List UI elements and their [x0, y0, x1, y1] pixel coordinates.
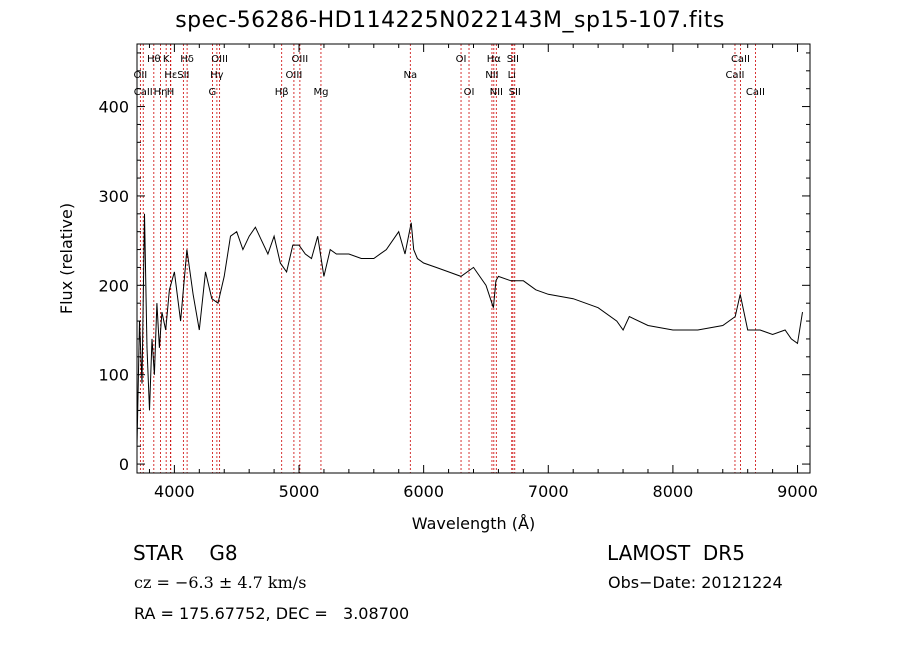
- x-tick-label: 6000: [403, 482, 444, 501]
- spectral-line-label: OIII: [292, 54, 309, 65]
- spectral-line-label: SII: [509, 87, 521, 98]
- star-classification: STAR G8: [133, 541, 238, 565]
- spectral-line-label: SII: [507, 54, 519, 65]
- spectral-line-label: Hα: [487, 54, 502, 65]
- chart-title: spec-56286-HD114225N022143M_sp15-107.fit…: [175, 8, 725, 33]
- spectral-line-label: CaII: [725, 70, 744, 81]
- spectral-line-label: CaII: [731, 54, 750, 65]
- spectral-line-label: Hθ: [147, 54, 161, 65]
- x-axis-label: Wavelength (Å): [412, 514, 535, 533]
- spectral-line-label: OIII: [286, 70, 303, 81]
- observation-date: Obs−Date: 20121224: [608, 573, 783, 592]
- spectral-line-label: H: [167, 87, 175, 98]
- y-axis-label: Flux (relative): [57, 203, 76, 314]
- spectral-line-label: Li: [508, 70, 516, 81]
- spectral-line-label: G: [209, 87, 217, 98]
- y-tick-label: 400: [98, 98, 129, 117]
- spectral-line-label: SII: [177, 70, 189, 81]
- x-tick-label: 8000: [653, 482, 694, 501]
- spectrum-series-line: [136, 213, 803, 447]
- spectral-line-label: CaII: [134, 87, 153, 98]
- x-tick-label: 5000: [279, 482, 320, 501]
- y-tick-label: 100: [98, 366, 129, 385]
- spectral-line-label: NII: [485, 70, 498, 81]
- x-tick-label: 4000: [154, 482, 195, 501]
- spectral-line-label: Mg: [313, 87, 328, 98]
- spectral-line-label: CaII: [746, 87, 765, 98]
- y-tick-label: 200: [98, 276, 129, 295]
- spectral-line-label: OII: [133, 70, 147, 81]
- survey-name: LAMOST DR5: [607, 541, 745, 565]
- spectral-line-markers: [139, 44, 756, 473]
- spectral-line-label: K: [163, 54, 170, 65]
- plot-frame: [136, 43, 811, 474]
- spectral-line-label: Hδ: [180, 54, 194, 65]
- spectral-line-label: Hε: [164, 70, 177, 81]
- redshift-velocity: cz = −6.3 ± 4.7 km/s: [134, 573, 307, 592]
- y-tick-label: 0: [119, 455, 129, 474]
- x-axis: 4000 5000 6000 7000 8000 9000: [148, 44, 818, 501]
- x-tick-label: 7000: [528, 482, 569, 501]
- spectral-line-label: Hη: [154, 87, 168, 98]
- coordinates: RA = 175.67752, DEC = 3.08700: [134, 604, 410, 623]
- spectral-line-label: Na: [404, 70, 418, 81]
- spectral-line-label: Hγ: [210, 70, 224, 81]
- y-tick-label: 300: [98, 187, 129, 206]
- spectral-line-label: Hβ: [275, 87, 289, 98]
- spectral-line-label: OIII: [211, 54, 228, 65]
- spectral-line-label: OI: [464, 87, 475, 98]
- spectral-line-label: OI: [456, 54, 467, 65]
- y-axis: 0 100 200 300 400: [98, 52, 810, 474]
- x-tick-label: 9000: [777, 482, 818, 501]
- spectral-line-label: NII: [490, 87, 503, 98]
